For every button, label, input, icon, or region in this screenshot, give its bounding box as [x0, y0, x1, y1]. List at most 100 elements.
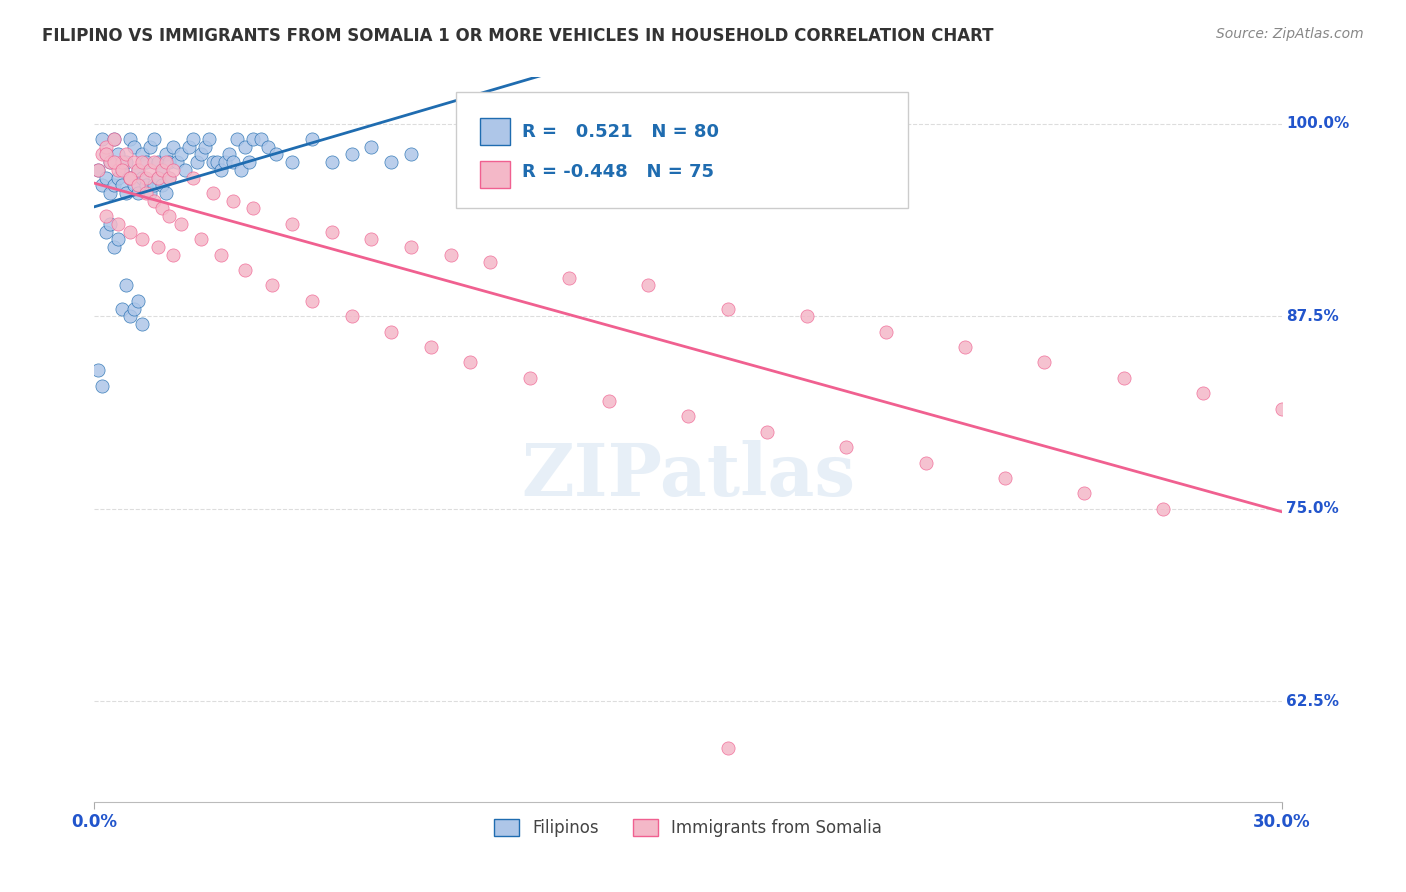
Point — [91, 178, 114, 193]
Point — [94, 225, 117, 239]
Point — [249, 132, 271, 146]
Point — [127, 178, 149, 193]
Point — [676, 409, 699, 424]
Point — [190, 232, 212, 246]
Point — [233, 263, 256, 277]
Point — [142, 178, 165, 193]
Text: 87.5%: 87.5% — [1286, 309, 1339, 324]
Text: 100.0%: 100.0% — [1286, 116, 1350, 131]
Point — [98, 186, 121, 200]
Point — [159, 209, 181, 223]
Point — [914, 456, 936, 470]
Point — [127, 186, 149, 200]
Point — [115, 155, 138, 169]
Point — [142, 132, 165, 146]
Point — [115, 278, 138, 293]
Point — [159, 155, 181, 169]
Text: 62.5%: 62.5% — [1286, 694, 1339, 709]
Point — [118, 132, 141, 146]
Point — [637, 278, 659, 293]
Point — [87, 363, 110, 377]
Point — [717, 301, 740, 316]
Point — [135, 186, 157, 200]
Point — [242, 202, 264, 216]
Point — [1033, 355, 1056, 369]
Point — [150, 162, 173, 177]
Point — [135, 170, 157, 185]
Point — [94, 140, 117, 154]
Point — [155, 147, 177, 161]
Point — [115, 186, 138, 200]
Point — [340, 147, 363, 161]
Point — [138, 140, 160, 154]
Point — [131, 170, 153, 185]
Point — [118, 225, 141, 239]
Point — [460, 355, 482, 369]
Point — [225, 132, 247, 146]
Point — [98, 155, 121, 169]
Point — [994, 471, 1017, 485]
Point — [181, 170, 204, 185]
Point — [103, 132, 125, 146]
Point — [111, 301, 134, 316]
Point — [94, 147, 117, 161]
Point — [1112, 371, 1135, 385]
Point — [103, 132, 125, 146]
Point — [103, 155, 125, 169]
Point — [953, 340, 976, 354]
Point — [146, 240, 169, 254]
Point — [162, 247, 184, 261]
Point — [107, 170, 129, 185]
Point — [162, 140, 184, 154]
Point — [170, 217, 193, 231]
Point — [166, 155, 188, 169]
Point — [1271, 401, 1294, 416]
Point — [122, 155, 145, 169]
Text: ZIPatlas: ZIPatlas — [522, 441, 855, 511]
Point — [127, 162, 149, 177]
Bar — [481, 118, 510, 145]
Point — [107, 147, 129, 161]
Point — [1152, 501, 1174, 516]
Point — [103, 178, 125, 193]
Point — [181, 132, 204, 146]
Point — [94, 170, 117, 185]
Text: Source: ZipAtlas.com: Source: ZipAtlas.com — [1216, 27, 1364, 41]
Point — [146, 170, 169, 185]
Point — [94, 209, 117, 223]
Point — [179, 140, 201, 154]
Text: R =   0.521   N = 80: R = 0.521 N = 80 — [522, 122, 718, 141]
Point — [91, 378, 114, 392]
Point — [111, 162, 134, 177]
Point — [380, 325, 402, 339]
Point — [98, 155, 121, 169]
Legend: Filipinos, Immigrants from Somalia: Filipinos, Immigrants from Somalia — [488, 813, 889, 844]
Point — [205, 155, 228, 169]
Point — [222, 194, 245, 208]
Point — [155, 186, 177, 200]
Point — [262, 278, 284, 293]
Point — [162, 162, 184, 177]
Point — [242, 132, 264, 146]
Point — [214, 155, 236, 169]
Point — [174, 162, 197, 177]
Text: FILIPINO VS IMMIGRANTS FROM SOMALIA 1 OR MORE VEHICLES IN HOUSEHOLD CORRELATION : FILIPINO VS IMMIGRANTS FROM SOMALIA 1 OR… — [42, 27, 994, 45]
Point — [87, 162, 110, 177]
Point — [155, 155, 177, 169]
Text: 75.0%: 75.0% — [1286, 501, 1339, 516]
Text: R = -0.448   N = 75: R = -0.448 N = 75 — [522, 163, 714, 181]
Point — [118, 170, 141, 185]
Point — [558, 270, 581, 285]
Point — [419, 340, 441, 354]
Point — [107, 162, 129, 177]
Point — [257, 140, 280, 154]
Point — [94, 147, 117, 161]
Point — [479, 255, 502, 269]
Point — [360, 232, 382, 246]
Point — [360, 140, 382, 154]
Point — [170, 147, 193, 161]
Point — [146, 170, 169, 185]
Point — [159, 170, 181, 185]
Point — [1073, 486, 1095, 500]
Point — [138, 162, 160, 177]
